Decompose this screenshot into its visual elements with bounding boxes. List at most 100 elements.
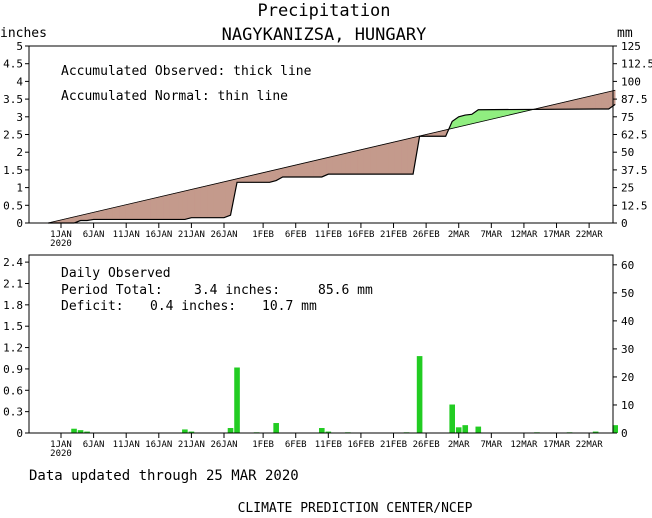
y2-tick-label: 62.5 xyxy=(621,129,648,142)
y2-tick-label: 40 xyxy=(621,315,634,328)
daily-bar xyxy=(84,431,90,433)
x-tick-label: 21JAN xyxy=(178,440,205,450)
daily-y-axis: 0 0.3 0.6 0.9 1.2 1.5 1.8 2.1 2.4 xyxy=(3,256,29,440)
y2-tick-label: 50 xyxy=(621,146,634,159)
period-total-label: Period Total: xyxy=(61,283,163,298)
daily-bar xyxy=(325,431,332,433)
y2-tick-label: 112.5 xyxy=(621,58,652,71)
y2-tick-label: 30 xyxy=(621,343,634,356)
y2-tick-label: 50 xyxy=(621,287,634,300)
x-tick-label: 6JAN xyxy=(83,230,105,240)
daily-bar xyxy=(416,356,423,433)
x-tick-label: 12MAR xyxy=(510,440,538,450)
chart-title: Precipitation xyxy=(257,1,390,21)
x-tick-label: 26JAN xyxy=(210,230,237,240)
y-tick-label: 5 xyxy=(16,40,23,53)
x-tick-label: 17MAR xyxy=(543,440,571,450)
daily-bar xyxy=(592,431,599,433)
y-tick-label: 0.6 xyxy=(3,384,23,397)
daily-bar xyxy=(319,428,325,433)
x-tick-label: 26FEB xyxy=(413,440,440,450)
x-tick-label: 16JAN xyxy=(145,440,172,450)
y2-tick-label: 20 xyxy=(621,371,634,384)
period-total-mm: 85.6 mm xyxy=(318,283,373,298)
x-tick-label: 2MAR xyxy=(448,440,470,450)
y2-tick-label: 60 xyxy=(621,259,634,272)
daily-bar xyxy=(462,425,469,433)
x-tick-label: 7MAR xyxy=(480,230,502,240)
y-tick-label: 3.5 xyxy=(3,93,23,106)
x-tick-label: 2MAR xyxy=(448,230,470,240)
daily-bar xyxy=(77,430,84,433)
x-tick-label: 11FEB xyxy=(315,230,342,240)
accumulated-y-axis: 0 0.5 1 1.5 2 2.5 3 3.5 4 4.5 5 xyxy=(3,40,29,230)
x-tick-label: 6FEB xyxy=(285,230,307,240)
y-tick-label: 2.1 xyxy=(3,277,23,290)
daily-bars xyxy=(71,356,618,434)
daily-bar xyxy=(188,431,195,433)
y-tick-label: 2.4 xyxy=(3,256,23,269)
x-tick-label: 16JAN xyxy=(145,230,172,240)
accumulated-lines xyxy=(47,89,616,224)
daily-bar xyxy=(227,428,234,433)
daily-panel: 00.30.60.91.21.51.82.12.4 0102030405060 … xyxy=(3,254,634,459)
credit-line: CLIMATE PREDICTION CENTER/NCEP xyxy=(238,501,473,516)
legend-normal: Accumulated Normal: thin line xyxy=(61,89,288,104)
updated-note: Data updated through 25 MAR 2020 xyxy=(29,468,299,484)
x-tick-label: 6FEB xyxy=(285,440,307,450)
daily-title: Daily Observed xyxy=(61,266,171,281)
y2-tick-label: 0 xyxy=(621,217,628,230)
x-tick-label: 1JAN xyxy=(50,440,72,450)
deficit-inches: 0.4 inches: xyxy=(150,299,236,314)
y2-tick-label: 0 xyxy=(621,427,628,440)
y-tick-label: 0.9 xyxy=(3,363,23,376)
y2-tick-label: 87.5 xyxy=(621,93,648,106)
left-unit-label: inches xyxy=(0,26,47,41)
y-tick-label: 1 xyxy=(16,182,23,195)
y-tick-label: 1.2 xyxy=(3,342,23,355)
y-tick-label: 3 xyxy=(16,111,23,124)
accumulated-y2-axis: 0 12.5 25 37.5 50 62.5 75 87.5 100 112.5 125 xyxy=(613,40,652,230)
x-tick-label: 22MAR xyxy=(576,230,604,240)
x-tick-label: 17MAR xyxy=(543,230,571,240)
x-tick-label: 1FEB xyxy=(252,230,274,240)
x-tick-label: 12MAR xyxy=(510,230,538,240)
accumulated-panel: 0 0.5 1 1.5 2 2.5 3 3.5 4 4.5 5 0 12.5 25 37.5 50 62.5 7… xyxy=(3,40,652,249)
daily-bar xyxy=(234,367,240,433)
daily-bar xyxy=(455,427,462,433)
x-tick-year: 2020 xyxy=(50,449,72,459)
daily-bar xyxy=(273,423,279,433)
y-tick-label: 0.3 xyxy=(3,406,23,419)
daily-bar xyxy=(475,426,482,433)
location-title: NAGYKANIZSA, HUNGARY xyxy=(222,25,427,45)
right-unit-label: mm xyxy=(617,26,633,41)
x-tick-label: 21JAN xyxy=(178,230,205,240)
y-tick-label: 2.5 xyxy=(3,129,23,142)
y-tick-label: 0.5 xyxy=(3,199,23,212)
y2-tick-label: 10 xyxy=(621,399,634,412)
y2-tick-label: 12.5 xyxy=(621,199,648,212)
x-tick-label: 21FEB xyxy=(380,440,407,450)
y-tick-label: 0 xyxy=(16,217,23,230)
daily-bar xyxy=(449,404,455,433)
y-tick-label: 1.5 xyxy=(3,164,23,177)
x-tick-label: 21FEB xyxy=(380,230,407,240)
deficit-label: Deficit: xyxy=(61,299,124,314)
daily-frame xyxy=(28,254,614,434)
accumulated-observed-line xyxy=(47,103,616,224)
y-tick-label: 2 xyxy=(16,146,23,159)
deficit-area xyxy=(613,89,616,107)
y2-tick-label: 100 xyxy=(621,75,641,88)
daily-y2-axis: 0 10 20 30 40 50 60 xyxy=(613,259,634,440)
x-tick-label: 7MAR xyxy=(480,440,502,450)
y-tick-label: 4 xyxy=(16,75,23,88)
daily-bar xyxy=(182,429,188,433)
legend-observed: Accumulated Observed: thick line xyxy=(61,64,312,79)
x-tick-label: 26JAN xyxy=(210,440,237,450)
x-tick-year: 2020 xyxy=(50,239,72,249)
x-tick-label: 11JAN xyxy=(113,440,140,450)
x-tick-label: 16FEB xyxy=(347,230,374,240)
